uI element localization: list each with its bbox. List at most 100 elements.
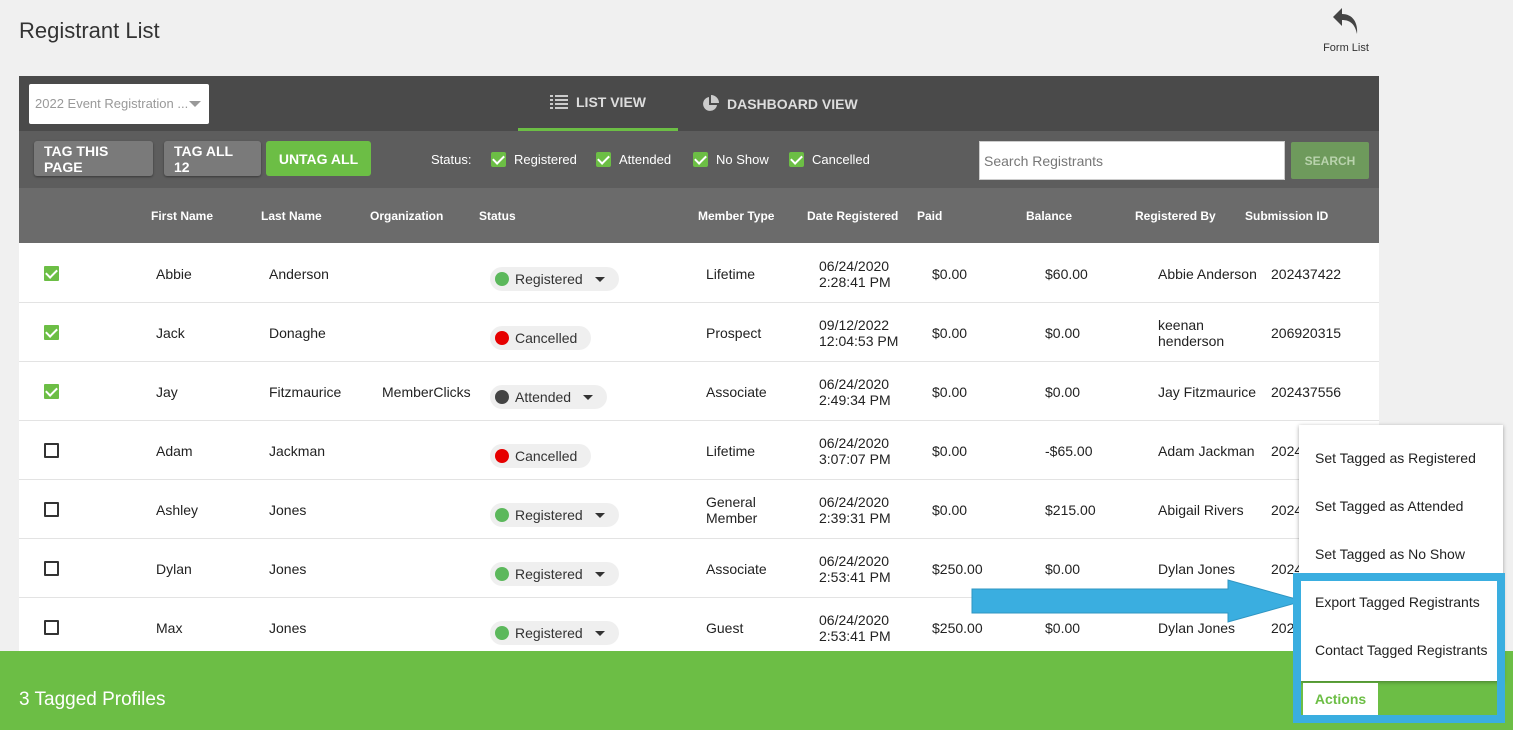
column-header[interactable]: Paid: [917, 209, 943, 223]
column-header[interactable]: Status: [479, 209, 516, 223]
member-type-cell-line: Prospect: [706, 325, 762, 341]
tagged-count: 3 Tagged Profiles: [19, 689, 166, 710]
filter-cancelled[interactable]: Cancelled: [789, 152, 870, 167]
status-dot-icon: [495, 331, 509, 345]
status-dot-icon: [495, 508, 509, 522]
status-label: Registered: [515, 507, 583, 523]
status-label: Registered: [515, 271, 583, 287]
first-name-cell: Dylan: [156, 561, 192, 577]
last-name-cell: Jones: [269, 502, 307, 518]
checkbox-unchecked-icon[interactable]: [44, 502, 59, 517]
checkbox-unchecked-icon[interactable]: [44, 561, 59, 576]
untag-all-button[interactable]: UNTAG ALL: [266, 141, 371, 176]
actions-menu: Set Tagged as Registered Set Tagged as A…: [1299, 425, 1503, 681]
date-registered-cell: 06/24/2020 2:49:34 PM: [819, 376, 891, 408]
checkbox-checked-icon[interactable]: [44, 325, 59, 340]
column-header[interactable]: Registered By: [1135, 209, 1216, 223]
registered-by-cell: Dylan Jones: [1158, 561, 1235, 577]
tag-this-page-button[interactable]: TAG THIS PAGE: [34, 141, 153, 176]
column-header[interactable]: Submission ID: [1245, 209, 1329, 223]
balance-cell: $0.00: [1045, 620, 1081, 636]
column-header[interactable]: Last Name: [261, 209, 322, 223]
search-input[interactable]: [979, 141, 1285, 180]
registered-by-cell: Adam Jackman: [1158, 443, 1254, 459]
date-registered-cell: 06/24/2020 3:07:07 PM: [819, 435, 891, 467]
status-dropdown[interactable]: Registered: [490, 621, 619, 645]
callout-highlight-box: [1293, 573, 1505, 723]
status-dot-icon: [495, 272, 509, 286]
status-dropdown[interactable]: Cancelled: [490, 444, 592, 468]
checkbox-unchecked-icon[interactable]: [44, 620, 59, 635]
filter-registered[interactable]: Registered: [491, 152, 577, 167]
status-filter-label: Status:: [431, 152, 472, 167]
registered-by-cell: Abbie Anderson: [1158, 266, 1257, 282]
status-label: Cancelled: [515, 330, 578, 346]
page-title: Registrant List: [19, 18, 160, 43]
status-dropdown[interactable]: Cancelled: [490, 326, 592, 350]
actions-button[interactable]: Actions: [1303, 683, 1378, 715]
checkbox-checked-icon[interactable]: [44, 266, 59, 281]
chevron-down-icon: [594, 571, 605, 577]
submission-id-cell: 2024: [1271, 443, 1303, 459]
member-type-cell-line: Associate: [706, 561, 767, 577]
registered-by-cell-line: henderson: [1158, 333, 1225, 349]
checkbox-checked-icon[interactable]: [44, 384, 59, 399]
registered-by-cell-line: Dylan Jones: [1158, 561, 1236, 577]
member-type-cell-line: Member: [706, 510, 758, 526]
tab-list-view[interactable]: LIST VIEW: [518, 76, 678, 131]
checkbox-checked-icon[interactable]: [693, 152, 708, 167]
status-dropdown[interactable]: Registered: [490, 562, 619, 586]
tag-all-button[interactable]: TAG ALL 12: [164, 141, 261, 176]
member-type-cell: Guest: [706, 620, 743, 636]
column-header[interactable]: Member Type: [698, 209, 775, 223]
checkbox-unchecked-icon[interactable]: [44, 443, 59, 458]
form-select-value: 2022 Event Registration ...: [35, 96, 189, 111]
status-label: Registered: [515, 566, 583, 582]
filter-label: Attended: [619, 152, 672, 167]
chevron-down-icon: [594, 276, 605, 282]
registered-by-cell: Dylan Jones: [1158, 620, 1235, 636]
date-registered-cell-line: 2:28:41 PM: [819, 274, 891, 290]
tab-dashboard-view[interactable]: DASHBOARD VIEW: [701, 76, 858, 131]
filter-no-show[interactable]: No Show: [693, 152, 769, 167]
date-registered-cell: 06/24/2020 2:28:41 PM: [819, 258, 891, 290]
checkbox-checked-icon[interactable]: [789, 152, 804, 167]
table-header: First Name Last Name Organization Status…: [19, 188, 1379, 243]
column-header[interactable]: Date Registered: [807, 209, 899, 223]
chevron-down-icon: [594, 630, 605, 636]
chevron-down-icon: [189, 101, 201, 107]
table-row: Jack Donaghe Cancelled Prospect 09/12/2022 12…: [19, 303, 1379, 362]
registrant-panel: 2022 Event Registration ... LIST VIEW DA…: [19, 76, 1379, 676]
table-row: Ashley Jones Registered General Member 06/24/…: [19, 480, 1379, 539]
date-registered-cell-line: 06/24/2020: [819, 494, 890, 510]
paid-cell: $0.00: [932, 266, 968, 282]
status-dropdown[interactable]: Attended: [490, 385, 608, 409]
column-header[interactable]: First Name: [151, 209, 214, 223]
status-dropdown[interactable]: Registered: [490, 267, 619, 291]
checkbox-checked-icon[interactable]: [596, 152, 611, 167]
filter-label: Cancelled: [812, 152, 870, 167]
date-registered-cell-line: 3:07:07 PM: [819, 451, 891, 467]
menu-contact-tagged[interactable]: Contact Tagged Registrants: [1315, 642, 1488, 658]
registered-by-cell-line: Abbie Anderson: [1158, 266, 1257, 282]
paid-cell: $250.00: [932, 561, 983, 577]
registered-by-cell-line: Jay Fitzmaurice: [1158, 384, 1257, 400]
first-name-cell: Ashley: [156, 502, 199, 518]
form-list-button[interactable]: Form List: [1318, 6, 1374, 54]
filter-attended[interactable]: Attended: [596, 152, 671, 167]
menu-set-tagged-attended[interactable]: Set Tagged as Attended: [1315, 498, 1464, 514]
tab-dashboard-view-label: DASHBOARD VIEW: [727, 95, 858, 112]
column-header[interactable]: Balance: [1026, 209, 1073, 223]
status-dropdown[interactable]: Registered: [490, 503, 619, 527]
date-registered-cell: 06/24/2020 2:39:31 PM: [819, 494, 891, 526]
menu-set-tagged-no-show[interactable]: Set Tagged as No Show: [1315, 546, 1465, 562]
menu-export-tagged[interactable]: Export Tagged Registrants: [1315, 594, 1480, 610]
column-header[interactable]: Organization: [370, 209, 444, 223]
search-button[interactable]: SEARCH: [1291, 142, 1369, 179]
checkbox-checked-icon[interactable]: [491, 152, 506, 167]
menu-set-tagged-registered[interactable]: Set Tagged as Registered: [1315, 450, 1476, 466]
paid-cell: $250.00: [932, 620, 983, 636]
status-label: Attended: [515, 389, 572, 405]
member-type-cell: Lifetime: [706, 443, 755, 459]
form-select[interactable]: 2022 Event Registration ...: [29, 84, 209, 124]
